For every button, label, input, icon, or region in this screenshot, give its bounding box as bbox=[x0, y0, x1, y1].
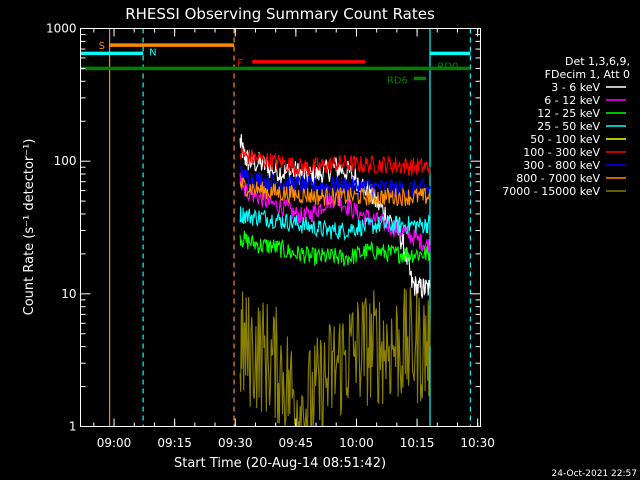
y-tick-label-1: 10 bbox=[61, 287, 76, 301]
annotation-label-RD6: RD6 bbox=[387, 75, 408, 86]
x-tick-label-4: 10:00 bbox=[339, 436, 374, 450]
x-tick-label-1: 09:15 bbox=[157, 436, 192, 450]
series-line-25-50keV bbox=[239, 206, 431, 241]
x-tick-label-6: 10:30 bbox=[460, 436, 495, 450]
legend-entry-7: 800 - 7000 keV bbox=[516, 172, 600, 185]
legend-entry-2: 12 - 25 keV bbox=[537, 107, 600, 120]
annotation-label-RD0: RD0 bbox=[437, 61, 458, 72]
chart-title: RHESSI Observing Summary Count Rates bbox=[125, 5, 435, 23]
legend-entry-6: 300 - 800 keV bbox=[523, 159, 600, 172]
footer-stamp: 24-Oct-2021 22:57 bbox=[552, 469, 637, 479]
x-tick-label-0: 09:00 bbox=[97, 436, 132, 450]
series-line-12-25keV bbox=[239, 230, 431, 267]
x-tick-label-2: 09:30 bbox=[218, 436, 253, 450]
series-line-100-300keV bbox=[239, 147, 431, 177]
y-tick-label-2: 100 bbox=[54, 154, 77, 168]
legend-entry-5: 100 - 300 keV bbox=[523, 146, 600, 159]
y-axis-label: Count Rate (s⁻¹ detector⁻¹) bbox=[22, 139, 37, 316]
annotation-label-F: F bbox=[237, 58, 243, 69]
plot-frame bbox=[80, 28, 481, 427]
series-line-7000-15000keV bbox=[239, 287, 431, 428]
x-tick-label-5: 10:15 bbox=[400, 436, 435, 450]
legend-entry-1: 6 - 12 keV bbox=[544, 94, 600, 107]
x-axis-label: Start Time (20-Aug-14 08:51:42) bbox=[174, 456, 386, 471]
legend-header-1: FDecim 1, Att 0 bbox=[545, 68, 630, 81]
legend-entry-0: 3 - 6 keV bbox=[551, 81, 600, 94]
y-tick-label-3: 1000 bbox=[46, 22, 77, 36]
x-tick-label-3: 09:45 bbox=[279, 436, 314, 450]
annotation-label-S: S bbox=[99, 41, 105, 52]
legend-header-0: Det 1,3,6,9, bbox=[565, 55, 630, 68]
y-tick-label-0: 1 bbox=[69, 420, 77, 434]
annotation-label-N: N bbox=[149, 47, 156, 58]
series-line-300-800keV bbox=[239, 165, 431, 198]
legend-entry-3: 25 - 50 keV bbox=[537, 120, 600, 133]
legend-entry-8: 7000 - 15000 keV bbox=[502, 185, 600, 198]
legend-entry-4: 50 - 100 keV bbox=[530, 133, 600, 146]
series-line-800-7000keV bbox=[239, 177, 431, 207]
